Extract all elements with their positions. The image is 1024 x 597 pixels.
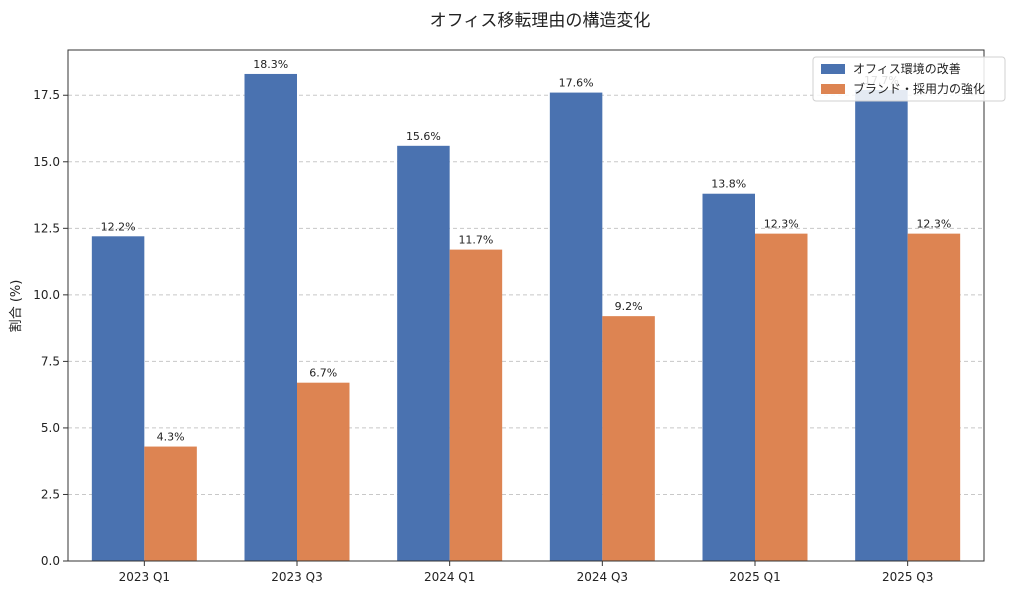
axes: 0.0 2.5 5.0 7.5 10.0 12.5 15.0 17.5 2023 Q1 2023 … [33, 49, 985, 584]
bar-value-label: 12.2% [101, 220, 136, 233]
x-tick-label: 2025 Q3 [882, 570, 933, 584]
bar-value-label: 17.6% [559, 77, 594, 90]
grid-lines [68, 94, 984, 495]
bar-value-label: 15.6% [406, 130, 441, 143]
x-tick-label: 2024 Q1 [424, 570, 475, 584]
x-tick-label: 2023 Q1 [119, 570, 170, 584]
legend-frame [812, 56, 1006, 102]
legend: オフィス環境の改善 ブランド・採用力の強化 [812, 56, 1006, 102]
y-tick-label: 15.0 [33, 155, 60, 169]
bar-value-label: 18.3% [253, 58, 288, 71]
legend-label-brand: ブランド・採用力の強化 [853, 81, 985, 96]
bar-value-label: 11.7% [458, 234, 493, 247]
bar [702, 193, 755, 561]
y-tick-label: 10.0 [33, 288, 60, 302]
chart-title: オフィス移転理由の構造変化 [430, 11, 651, 31]
bar-value-label: 9.2% [615, 300, 643, 313]
y-tick-label: 5.0 [41, 421, 60, 435]
legend-swatch-environment [821, 64, 845, 74]
y-tick-label: 7.5 [41, 354, 60, 368]
bar [397, 145, 450, 561]
bar [549, 92, 603, 561]
bar [602, 316, 655, 561]
legend-swatch-brand [821, 84, 845, 94]
bar [91, 236, 145, 562]
bar-value-label: 12.3% [764, 218, 799, 231]
data-labels: 12.2%18.3%15.6%17.6%13.8%17.7%4.3%6.7%11… [101, 58, 952, 444]
legend-label-environment: オフィス環境の改善 [853, 61, 961, 76]
y-tick-label: 2.5 [41, 487, 60, 501]
bar [855, 89, 908, 561]
y-tick-label: 17.5 [33, 88, 60, 102]
bar [449, 249, 503, 561]
bars [91, 73, 961, 562]
x-tick-label: 2025 Q1 [729, 570, 780, 584]
plot-frame [67, 49, 985, 562]
bar-value-label: 12.3% [916, 218, 951, 231]
bar-value-label: 6.7% [309, 367, 337, 380]
y-tick-label: 0.0 [41, 554, 60, 568]
bar-value-label: 13.8% [711, 178, 746, 191]
y-tick-label: 12.5 [33, 221, 60, 235]
bar-value-label: 4.3% [157, 431, 185, 444]
bar [755, 233, 808, 561]
y-axis-label: 割合 (%) [8, 280, 24, 333]
x-tick-label: 2024 Q3 [577, 570, 628, 584]
x-tick-label: 2023 Q3 [271, 570, 322, 584]
bar [297, 382, 350, 561]
bar [907, 233, 961, 561]
bar [144, 446, 197, 561]
bar [244, 73, 297, 561]
